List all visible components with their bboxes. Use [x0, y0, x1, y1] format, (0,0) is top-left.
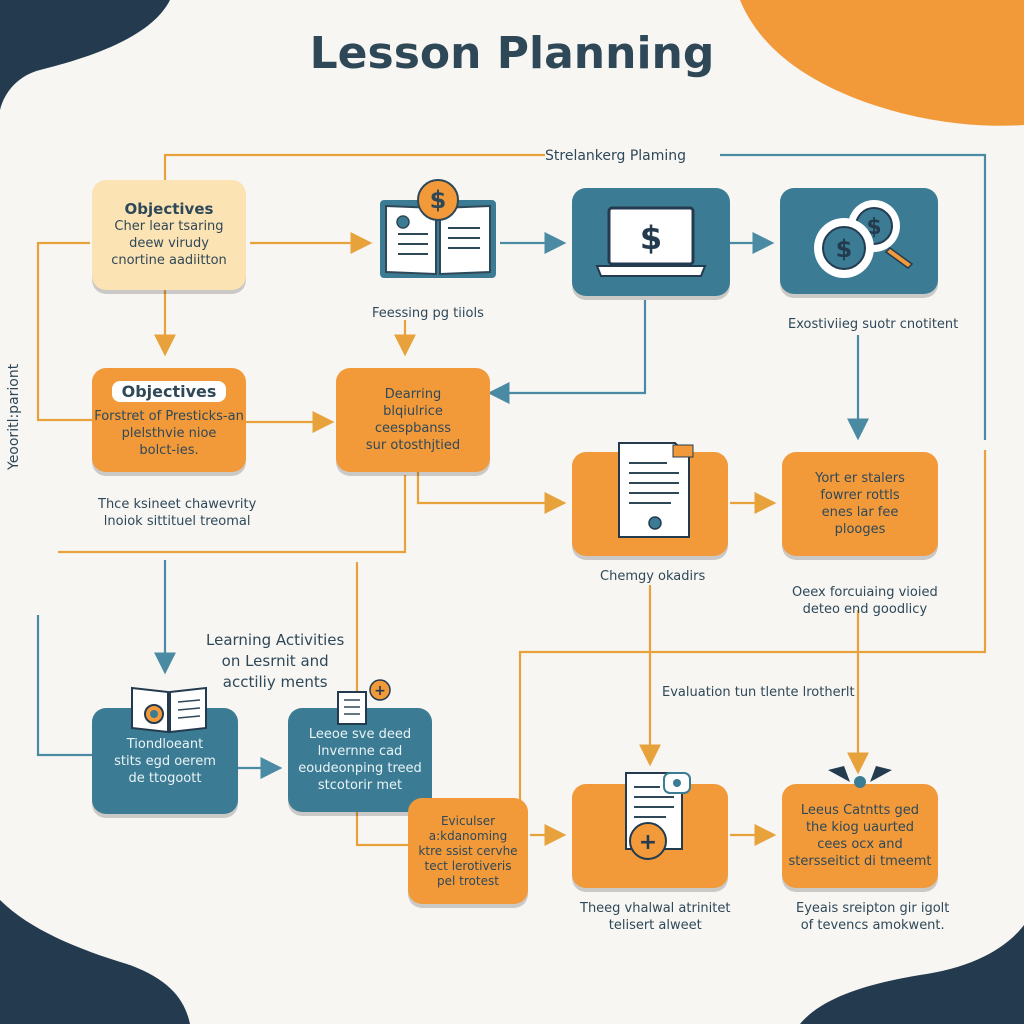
connector-top-teal: [720, 153, 987, 440]
oeex-line-1: Oeex forcuiaing vioied: [792, 585, 938, 600]
connector-mid-vertical: [355, 562, 408, 847]
right-bottom-line-3: cees ocx and: [817, 837, 903, 852]
laptop-dollar-icon: $: [595, 206, 707, 277]
connector-right-loop: [518, 450, 987, 800]
note-plus-icon: +: [337, 679, 391, 725]
learning-activities-label: Learning Activities on Lesrnit and accti…: [206, 630, 344, 693]
feessing-label: Feessing pg tiiols: [372, 306, 484, 321]
coins-node: $ $: [780, 188, 938, 294]
oeex-label: Oeex forcuiaing vioied deteo end goodlic…: [792, 584, 938, 618]
corner-blob-bottom-right: [800, 925, 1024, 1024]
eyeis-line-2: of tevencs amokwent.: [800, 918, 945, 933]
learning-center-line-1: Dearring: [384, 387, 442, 402]
learning-center-line-4: sur otosthjtied: [365, 438, 461, 453]
evaluation-small-line-1: Eviculser: [440, 813, 496, 828]
teal-mid-bottom-line-4: stcotorir met: [317, 778, 403, 793]
celebration-icon: [828, 766, 892, 788]
document-plus-icon: +: [625, 772, 691, 860]
learning-activities-line-1: Learning Activities: [206, 631, 345, 649]
connector-left-spine: [36, 241, 92, 422]
teal-left-bottom-line-1: Tiondloeant: [126, 736, 204, 752]
book-dollar-node: $: [378, 178, 498, 280]
top-connector-label: Strelankerg Plaming: [545, 148, 687, 164]
learning-center-line-2: blqiulrice: [383, 404, 443, 419]
teal-mid-bottom-box: Leeoe sve deed lnvernne cad eoudeonping …: [288, 708, 432, 812]
objectives-mid-pill: Objectives: [111, 381, 227, 402]
right-mid-line-2: fowrer rottls: [820, 488, 900, 503]
connector-laptop-to-center: [487, 300, 647, 404]
learning-activities-line-3: acctiliy ments: [222, 673, 328, 691]
right-mid-box: Yort er stalers fowrer rottls enes lar f…: [782, 452, 938, 556]
theeg-label: Theeg vhalwal atrinitet telisert alweet: [580, 900, 730, 934]
teal-mid-bottom-line-2: lnvernne cad: [317, 744, 403, 759]
vertical-label: Yeooritl:pariont: [6, 363, 22, 470]
evaluation-label: Evaluation tun tlente lrotherlt: [662, 685, 855, 700]
evaluation-small-line-4: tect lerotiveris: [424, 858, 512, 873]
objectives-top-box: Objectives Cher lear tsaring deew virudy…: [92, 180, 246, 290]
learning-center-box: Dearring blqiulrice ceespbanss sur otost…: [336, 368, 490, 472]
teal-left-bottom-line-3: de ttogoott: [128, 770, 202, 786]
eyeis-label: Eyeais sreipton gir igolt of tevencs amo…: [796, 900, 949, 934]
objectives-mid-line-1: Forstret of Presticks-an: [94, 409, 244, 424]
objectives-top-heading: Objectives: [124, 200, 214, 218]
eyeis-line-1: Eyeais sreipton gir igolt: [796, 901, 950, 916]
svg-text:+: +: [374, 683, 386, 699]
thce-ksineet-line-2: lnoiok sittituel treomal: [103, 514, 251, 529]
evaluation-small-line-5: pel trotest: [437, 873, 499, 888]
right-mid-line-3: enes lar fee: [821, 505, 899, 520]
svg-text:$: $: [836, 235, 853, 263]
page-title: Lesson Planning: [309, 28, 715, 79]
learning-center-line-3: ceespbanss: [374, 421, 452, 436]
exostiviing-label: Exostiviieg suotr cnotitent: [788, 317, 959, 332]
svg-text:$: $: [430, 186, 447, 214]
svg-text:$: $: [640, 219, 662, 257]
objectives-top-line-3: cnortine aadiitton: [111, 253, 227, 268]
right-bottom-line-2: the kiog uaurted: [805, 820, 915, 835]
right-bottom-box: Leeus Catntts ged the kiog uaurted cees …: [782, 784, 938, 888]
corner-blob-bottom-left: [0, 900, 190, 1024]
connector-left-teal-spine: [36, 615, 92, 757]
objectives-mid-box: Objectives Forstret of Presticks-an plel…: [92, 368, 246, 472]
oeex-line-2: deteo end goodlicy: [802, 602, 928, 617]
right-mid-line-4: plooges: [834, 522, 886, 537]
right-mid-line-1: Yort er stalers: [815, 471, 905, 486]
connector-center-to-doc: [416, 472, 567, 514]
cherngy-label: Chemgy okadirs: [600, 569, 706, 584]
teal-left-bottom-line-2: stits egd oerem: [114, 753, 216, 769]
corner-blob-top-left: [0, 0, 170, 110]
objectives-top-line-2: deew virudy: [129, 236, 209, 251]
theeg-line-1: Theeg vhalwal atrinitet: [580, 901, 731, 916]
teal-left-bottom-box: Tiondloeant stits egd oerem de ttogoott: [92, 708, 238, 814]
right-bottom-line-4: stersseitict di tmeemt: [788, 854, 932, 869]
open-book-icon: [131, 686, 207, 734]
right-bottom-line-1: Leeus Catntts ged: [800, 803, 920, 818]
learning-activities-line-2: on Lesrnit and: [221, 652, 329, 670]
document-icon: [618, 442, 694, 538]
laptop-node: $: [572, 188, 730, 296]
book-dollar-icon: $: [380, 179, 496, 278]
theeg-line-2: telisert alweet: [608, 918, 702, 933]
objectives-mid-line-2: plelsthvie nioe: [121, 426, 217, 441]
evaluation-small-box: Eviculser a:kdanoming ktre ssist cervhe …: [408, 798, 528, 904]
objectives-top-line-1: Cher lear tsaring: [114, 219, 224, 234]
document-node: [572, 442, 728, 556]
coins-icon: $ $: [814, 200, 914, 278]
thce-ksineet-label: Thce ksineet chawevrity lnoiok sittituel…: [98, 496, 256, 530]
svg-text:+: +: [639, 830, 657, 855]
evaluation-small-line-2: a:kdanoming: [428, 828, 508, 843]
document-bottom-node: +: [572, 772, 728, 888]
objectives-mid-line-3: bolct-ies.: [139, 443, 199, 458]
connector-top-orange: [163, 153, 545, 180]
teal-mid-bottom-line-1: Leeoe sve deed: [308, 727, 412, 742]
evaluation-small-line-3: ktre ssist cervhe: [418, 843, 518, 858]
teal-mid-bottom-line-3: eoudeonping treed: [298, 761, 422, 776]
connector-mid-horizontal: [58, 475, 407, 554]
corner-blob-top-right: [740, 0, 1024, 126]
thce-ksineet-line-1: Thce ksineet chawevrity: [98, 497, 257, 512]
